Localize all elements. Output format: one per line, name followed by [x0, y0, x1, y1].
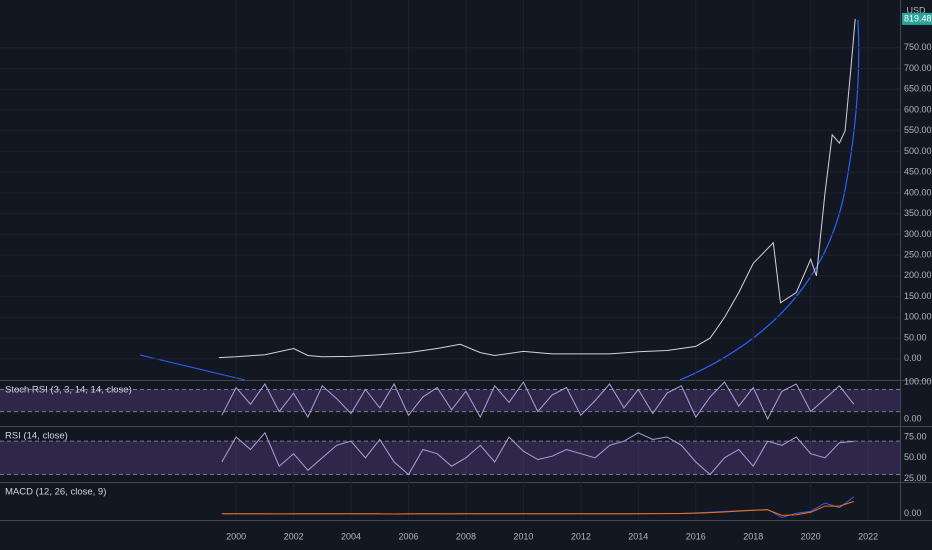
- last-price-label: 819.48: [904, 13, 932, 23]
- x-tick-label: 2016: [686, 531, 706, 541]
- arc-drawing: [679, 19, 860, 381]
- x-tick-label: 2008: [456, 531, 476, 541]
- y-tick-label: 500.00: [904, 146, 932, 156]
- y-tick-label: 200.00: [904, 270, 932, 280]
- y-tick-label: 0.00: [904, 353, 922, 363]
- x-tick-label: 2002: [284, 531, 304, 541]
- y-tick-label: 150.00: [904, 291, 932, 301]
- y-tick-label: 400.00: [904, 187, 932, 197]
- x-tick-label: 2010: [513, 531, 533, 541]
- y-tick-label: 450.00: [904, 167, 932, 177]
- y-tick-label: 750.00: [904, 42, 932, 52]
- data-line: [221, 431, 854, 476]
- y-tick-label: 550.00: [904, 125, 932, 135]
- band-fill: [0, 389, 900, 412]
- last-price-box: [902, 12, 932, 25]
- x-tick-label: 2014: [628, 531, 648, 541]
- panel-title: Stoch RSI (3, 3, 14, 14, close): [5, 385, 132, 396]
- y-tick-label: 50.00: [904, 452, 927, 462]
- x-tick-label: 2012: [571, 531, 591, 541]
- y-tick-label: 25.00: [904, 473, 927, 483]
- y-tick-label: 350.00: [904, 208, 932, 218]
- y-tick-label: 75.00: [904, 431, 927, 441]
- data-line: [218, 18, 856, 359]
- y-tick-label: 600.00: [904, 104, 932, 114]
- y-tick-label: 650.00: [904, 84, 932, 94]
- y-tick-label: 0.00: [904, 508, 922, 518]
- panel-title: RSI (14, close): [5, 431, 68, 442]
- x-tick-label: 2020: [801, 531, 821, 541]
- x-tick-label: 2022: [858, 531, 878, 541]
- panel-title: MACD (12, 26, close, 9): [5, 487, 106, 498]
- data-line: [221, 381, 855, 421]
- x-tick-label: 2006: [398, 531, 418, 541]
- x-tick-label: 2018: [743, 531, 763, 541]
- y-tick-label: 100.00: [904, 312, 932, 322]
- y-tick-label: 250.00: [904, 250, 932, 260]
- y-tick-label: 700.00: [904, 63, 932, 73]
- y-tick-label: 0.00: [904, 413, 922, 423]
- data-line: [221, 501, 854, 516]
- y-tick-label: 100.00: [904, 376, 932, 386]
- y-tick-label: 50.00: [904, 332, 927, 342]
- x-tick-label: 2004: [341, 531, 361, 541]
- band-fill: [0, 441, 900, 475]
- y-tick-label: 300.00: [904, 229, 932, 239]
- currency-label: USD: [906, 5, 926, 15]
- x-tick-label: 2000: [226, 531, 246, 541]
